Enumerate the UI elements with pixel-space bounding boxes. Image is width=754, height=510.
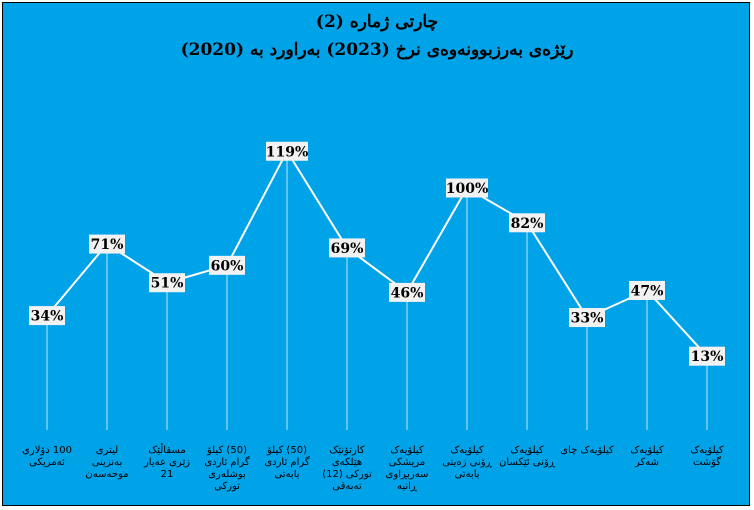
category-label-12: کیلۆیەک گۆشت	[690, 445, 724, 468]
data-label-box	[569, 308, 605, 328]
data-label-text: 71%	[91, 237, 124, 253]
category-label-line: ئەمریکی	[29, 457, 65, 468]
category-label-line: گرام ئاردی	[204, 456, 250, 468]
category-label-line: ڕۆنی ئێکسان	[499, 457, 556, 468]
data-label-4: 60%	[209, 255, 245, 275]
category-label-line: کیلۆیەک چای	[560, 445, 614, 456]
category-label-1: 100 دۆلاری ئەمریکی	[22, 445, 72, 468]
data-label-8: 100%	[446, 178, 489, 198]
data-label-text: 60%	[211, 258, 244, 274]
data-label-box	[629, 280, 665, 300]
category-label-line: گرام ئاردی	[264, 456, 310, 468]
category-label-3: مسقاڵێک زێری عەیار 21	[143, 443, 190, 480]
category-label-line: مسقاڵێک	[148, 443, 185, 456]
data-label-box	[209, 255, 245, 275]
data-label-text: 100%	[446, 181, 489, 197]
category-label-line: کیلۆیەک	[690, 445, 724, 456]
category-label-line: تورکی	[214, 481, 240, 492]
category-label-10: کیلۆیەک چای	[560, 445, 614, 456]
category-label-line: سەربڕاوی	[386, 469, 429, 480]
data-label-box	[389, 282, 425, 302]
data-label-10: 33%	[569, 308, 605, 328]
category-label-line: ڕۆنی زەیتی	[442, 457, 492, 468]
data-label-box	[149, 273, 185, 293]
category-label-line: 100 دۆلاری	[22, 445, 72, 456]
data-label-text: 13%	[691, 349, 724, 365]
data-label-box	[446, 178, 488, 198]
data-label-box	[29, 306, 65, 326]
category-label-line: زێری عەیار	[143, 457, 190, 468]
data-label-1: 34%	[29, 306, 65, 326]
category-label-line: بەنزینی	[92, 457, 123, 468]
data-label-text: 69%	[331, 241, 364, 257]
category-label-line: کیلۆیەک	[630, 445, 664, 456]
category-label-line: لیتری	[96, 445, 118, 456]
data-label-6: 69%	[329, 238, 365, 258]
category-label-line: موحەسەن	[85, 469, 128, 480]
category-label-line: 21	[161, 469, 174, 480]
data-label-5: 119%	[266, 141, 309, 161]
data-label-text: 51%	[151, 276, 184, 292]
data-label-2: 71%	[89, 234, 125, 254]
category-label-5: (50) کیلۆ گرام ئاردی بابەتی	[264, 445, 310, 480]
chart-title: چارتی ژمارە (2)	[315, 12, 439, 32]
category-label-line: هێلکەی	[332, 457, 362, 468]
category-label-9: کیلۆیەک ڕۆنی ئێکسان	[499, 445, 556, 468]
data-label-box	[89, 234, 125, 254]
category-label-6: کارتۆنێک هێلکەی تورکی (12) تەبەقی	[322, 445, 372, 492]
category-label-line: کیلۆیەک	[390, 445, 424, 456]
data-label-box	[266, 141, 308, 161]
category-label-line: کارتۆنێک	[329, 445, 365, 456]
category-label-line: شەکر	[634, 457, 659, 468]
category-label-7: کیلۆیەک مریشکی سەربڕاوی ڕانیە	[386, 445, 429, 492]
category-label-line: (50) کیلۆ	[206, 445, 247, 456]
data-label-text: 119%	[266, 144, 309, 160]
category-label-4: (50) کیلۆ گرام ئاردی بوشلەری تورکی	[204, 445, 250, 492]
category-label-line: تورکی (12)	[322, 469, 372, 480]
data-label-12: 13%	[689, 346, 725, 366]
data-label-text: 47%	[631, 283, 664, 299]
category-label-line: گۆشت	[693, 456, 721, 468]
category-label-line: ڕانیە	[397, 481, 418, 492]
category-label-line: (50) کیلۆ	[266, 445, 307, 456]
data-label-9: 82%	[509, 213, 545, 233]
data-label-text: 82%	[511, 216, 544, 232]
category-label-line: بوشلەری	[208, 469, 246, 480]
category-label-8: کیلۆیەک ڕۆنی زەیتی بابەتی	[442, 445, 492, 480]
data-label-text: 34%	[31, 309, 64, 325]
category-label-line: کیلۆیەک	[450, 445, 484, 456]
chart-subtitle: رێژەی بەرزبوونەوەی نرخ (2023) بەراورد بە…	[180, 40, 574, 60]
category-label-line: بابەتی	[454, 469, 479, 480]
category-label-line: تەبەقی	[332, 481, 362, 492]
category-label-line: مریشکی	[389, 457, 425, 468]
data-label-box	[509, 213, 545, 233]
data-label-3: 51%	[149, 273, 185, 293]
category-label-11: کیلۆیەک شەکر	[630, 445, 664, 468]
category-label-line: بابەتی	[274, 469, 299, 480]
category-label-2: لیتری بەنزینی موحەسەن	[85, 445, 128, 480]
data-label-7: 46%	[389, 282, 425, 302]
category-label-line: کیلۆیەک	[510, 445, 544, 456]
data-label-box	[689, 346, 725, 366]
data-label-11: 47%	[629, 280, 665, 300]
data-label-text: 46%	[391, 285, 424, 301]
data-label-box	[329, 238, 365, 258]
series-line	[46, 149, 708, 357]
data-label-text: 33%	[571, 311, 604, 327]
